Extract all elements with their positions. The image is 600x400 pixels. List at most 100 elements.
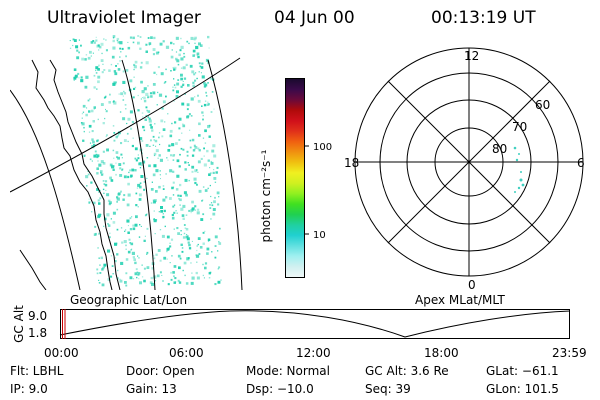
- emission-pixel: [215, 171, 218, 174]
- emission-pixel: [191, 200, 194, 204]
- emission-pixel: [206, 247, 210, 251]
- emission-pixel: [157, 157, 159, 159]
- emission-pixel: [182, 80, 184, 82]
- emission-pixel: [119, 167, 122, 170]
- emission-pixel: [190, 97, 194, 101]
- emission-pixel: [191, 207, 195, 211]
- emission-pixel: [188, 113, 191, 116]
- emission-pixel: [153, 71, 156, 74]
- emission-pixel: [178, 266, 181, 270]
- emission-pixel: [95, 36, 97, 38]
- emission-pixel: [105, 108, 106, 110]
- emission-pixel: [183, 191, 187, 195]
- emission-pixel: [165, 68, 167, 71]
- emission-pixel: [197, 171, 199, 173]
- emission-pixel: [92, 120, 95, 123]
- emission-pixel: [153, 139, 155, 141]
- emission-pixel: [179, 194, 182, 197]
- emission-pixel: [120, 190, 122, 193]
- emission-pixel: [127, 250, 131, 254]
- emission-pixel: [125, 258, 129, 261]
- emission-pixel: [119, 41, 123, 45]
- emission-pixel: [137, 183, 141, 187]
- emission-pixel: [201, 105, 203, 107]
- emission-pixel: [186, 103, 190, 107]
- emission-pixel: [163, 209, 166, 213]
- emission-pixel: [114, 260, 117, 263]
- emission-pixel: [98, 233, 100, 235]
- emission-pixel: [116, 134, 119, 137]
- emission-pixel: [158, 211, 160, 213]
- emission-pixel: [125, 69, 129, 72]
- emission-pixel: [78, 51, 80, 54]
- emission-pixel: [76, 49, 79, 52]
- emission-pixel: [105, 180, 108, 183]
- emission-pixel: [202, 114, 204, 117]
- emission-pixel: [106, 134, 108, 137]
- emission-pixel: [98, 191, 100, 193]
- emission-pixel: [182, 66, 186, 70]
- emission-pixel: [108, 101, 111, 104]
- emission-pixel: [128, 238, 131, 241]
- emission-pixel: [105, 49, 108, 52]
- emission-pixel: [143, 279, 146, 283]
- emission-pixel: [162, 185, 165, 187]
- emission-pixel: [164, 81, 166, 84]
- emission-pixel: [134, 86, 137, 89]
- emission-pixel: [98, 232, 100, 235]
- emission-pixel: [134, 147, 138, 151]
- emission-pixel: [111, 55, 115, 59]
- emission-pixel: [187, 241, 190, 244]
- emission-pixel: [207, 125, 211, 129]
- emission-pixel: [92, 201, 96, 205]
- emission-pixel: [104, 183, 108, 187]
- emission-pixel: [107, 223, 109, 225]
- emission-pixel: [185, 235, 189, 239]
- emission-pixel: [132, 137, 134, 139]
- emission-pixel: [184, 93, 186, 95]
- emission-pixel: [152, 135, 155, 138]
- emission-pixel: [186, 237, 190, 241]
- emission-pixel: [177, 63, 180, 66]
- emission-pixel: [117, 193, 121, 196]
- emission-pixel: [175, 188, 179, 191]
- time-tick-0600: 06:00: [169, 346, 204, 360]
- emission-pixel: [144, 235, 146, 237]
- emission-pixel: [197, 147, 200, 150]
- emission-pixel: [185, 228, 189, 231]
- emission-pixel: [137, 206, 139, 208]
- emission-pixel: [138, 185, 142, 189]
- emission-pixel: [191, 70, 195, 74]
- time-tick-1200: 12:00: [296, 346, 331, 360]
- polar-plot: [354, 47, 584, 277]
- emission-pixel: [99, 264, 101, 266]
- emission-pixel: [98, 279, 100, 281]
- emission-pixel: [145, 43, 148, 46]
- emission-pixel: [101, 71, 104, 74]
- emission-pixel: [127, 193, 131, 197]
- emission-pixel: [182, 124, 186, 128]
- emission-pixel: [122, 80, 126, 84]
- emission-pixel: [174, 86, 177, 89]
- emission-pixel: [133, 65, 137, 69]
- emission-pixel: [204, 266, 207, 270]
- emission-pixel: [182, 83, 185, 86]
- emission-pixel: [203, 155, 205, 157]
- emission-pixel: [147, 96, 149, 99]
- emission-pixel: [170, 238, 174, 241]
- emission-pixel: [98, 45, 102, 49]
- emission-pixel: [216, 191, 220, 195]
- emission-pixel: [153, 154, 156, 157]
- emission-pixel: [204, 230, 206, 232]
- emission-pixel: [202, 186, 205, 188]
- emission-pixel: [72, 38, 75, 41]
- emission-pixel: [130, 174, 133, 178]
- emission-pixel: [174, 277, 177, 280]
- emission-pixel: [143, 96, 146, 100]
- emission-pixel: [173, 68, 176, 71]
- emission-pixel: [151, 282, 155, 286]
- emission-pixel: [125, 284, 128, 287]
- emission-pixel: [100, 172, 102, 174]
- emission-pixel: [116, 37, 120, 41]
